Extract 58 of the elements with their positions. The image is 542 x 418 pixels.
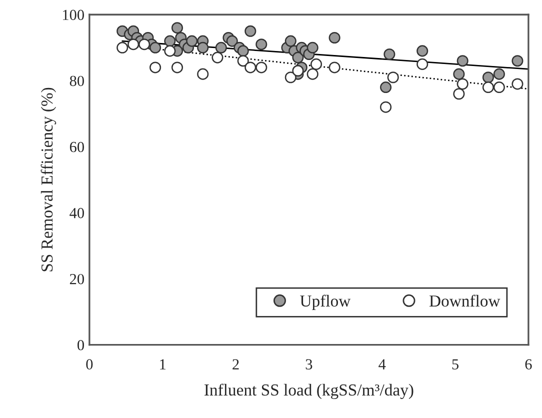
point xyxy=(453,68,465,80)
x-tick-label: 4 xyxy=(378,359,386,370)
point xyxy=(292,64,304,77)
point xyxy=(310,58,322,70)
point xyxy=(292,52,304,64)
point xyxy=(482,82,494,94)
point xyxy=(226,35,238,47)
point xyxy=(215,42,227,54)
point xyxy=(456,55,468,67)
x-tick-label: 3 xyxy=(306,359,312,370)
point xyxy=(384,48,396,60)
point xyxy=(416,58,428,70)
point xyxy=(328,32,340,44)
point xyxy=(186,35,198,47)
legend-label: Downflow xyxy=(429,294,500,307)
point xyxy=(306,42,318,54)
x-tick-label: 5 xyxy=(452,359,459,370)
point xyxy=(197,68,209,80)
point xyxy=(171,22,184,34)
x-axis-title: Influent SS load (kgSS/m³/day) xyxy=(204,384,414,400)
x-tick-label: 6 xyxy=(525,359,532,370)
y-tick-label: 20 xyxy=(70,274,84,284)
point xyxy=(237,45,249,57)
point xyxy=(328,62,340,74)
point xyxy=(512,55,524,67)
y-tick-label: 40 xyxy=(70,208,84,218)
point xyxy=(150,62,162,74)
point xyxy=(493,68,505,80)
point xyxy=(171,62,184,74)
legend-label: Upflow xyxy=(300,294,351,310)
point xyxy=(482,72,494,84)
point xyxy=(138,38,150,50)
y-tick-label: 0 xyxy=(78,340,84,350)
point xyxy=(197,42,209,54)
point xyxy=(244,25,256,37)
point xyxy=(150,42,162,54)
point xyxy=(284,35,296,47)
point xyxy=(212,52,224,64)
x-tick-label: 2 xyxy=(232,359,239,370)
point xyxy=(164,45,176,57)
point xyxy=(256,62,268,74)
x-tick-label: 0 xyxy=(86,359,93,370)
y-tick-label: 100 xyxy=(62,10,84,20)
y-axis-title: SS Removal Efficiency (%) xyxy=(40,88,56,272)
point xyxy=(493,82,505,94)
x-tick-label: 1 xyxy=(160,359,166,370)
point xyxy=(512,78,524,90)
point xyxy=(164,35,176,47)
point xyxy=(128,38,140,50)
point xyxy=(256,38,268,50)
point xyxy=(116,42,128,54)
point xyxy=(456,78,468,90)
point xyxy=(380,82,392,94)
point xyxy=(416,45,428,57)
point xyxy=(387,72,399,84)
point xyxy=(284,72,296,84)
y-tick-label: 80 xyxy=(70,76,84,86)
y-tick-label: 60 xyxy=(70,142,84,152)
